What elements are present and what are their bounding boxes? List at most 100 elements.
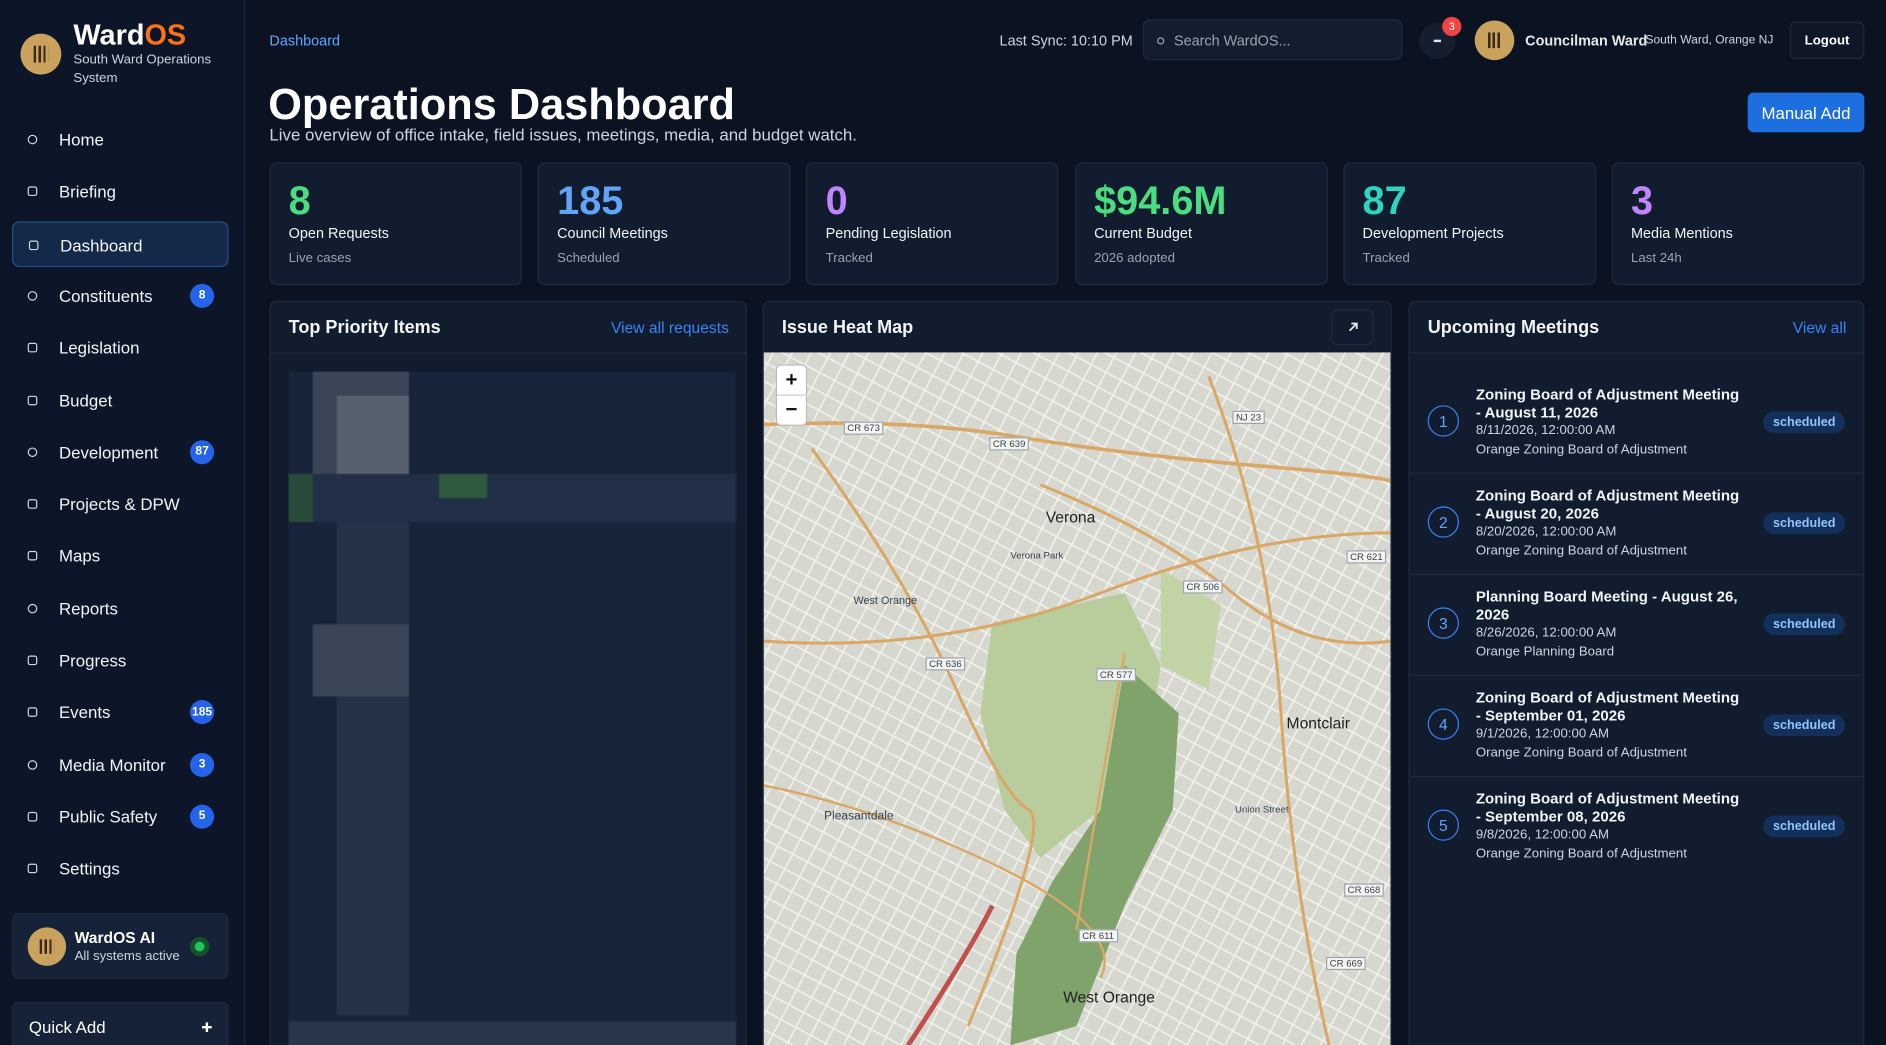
stat-label: Open Requests [288,224,389,242]
zoom-control: + − [775,364,808,426]
nav-item[interactable]: Dashboard [12,220,229,267]
meeting-index: 1 [1427,405,1460,437]
nav-label: Projects & DPW [58,494,180,514]
redaction-block [439,473,488,498]
nav-item[interactable]: Briefing [12,169,229,215]
meeting-item[interactable]: 3 Planning Board Meeting - August 26, 202… [1409,574,1864,676]
map-label: NJ 23 [1232,410,1265,424]
stat-label: Pending Legislation [825,224,952,242]
sidebar: WardOS South Ward Operations System Ward… [0,0,246,1045]
redaction-block [288,1021,737,1045]
nav-badge: 87 [190,439,215,465]
nav-item[interactable]: Settings [12,846,229,892]
meeting-item[interactable]: 2 Zoning Board of Adjustment Meeting - Au… [1409,473,1864,575]
meeting-datetime: 9/8/2026, 12:00:00 AM [1475,827,1610,842]
expand-button[interactable] [1331,309,1374,346]
meeting-item[interactable]: 1 Zoning Board of Adjustment Meeting - Au… [1409,372,1864,474]
panel-link[interactable]: View all requests [610,318,729,337]
nav-label: Development [58,442,159,462]
meeting-body: Orange Planning Board [1475,644,1615,660]
map-label: CR 673 [843,421,884,435]
nav-item[interactable]: Maps [12,533,229,579]
nav-item[interactable]: Legislation [12,325,229,371]
panel-title: Upcoming Meetings [1427,317,1600,338]
nav-badge: 3 [190,752,215,777]
meetings-panel: Upcoming Meetings View all 1 Zoning Board … [1408,300,1865,1045]
panel-link[interactable]: View all [1792,318,1847,337]
map-label: CR 639 [989,437,1030,451]
nav-icon [27,290,38,301]
road [763,784,1106,979]
quick-add[interactable]: Quick Add [12,1001,229,1045]
zoom-in[interactable]: + [777,366,806,396]
nav-item[interactable]: Public Safety 5 [12,794,229,840]
redaction-block [336,395,409,474]
map-label: West Orange [1063,988,1155,1007]
map-tiles [763,352,1391,1045]
notifications[interactable]: 3 [1419,16,1462,59]
map-label: CR 669 [1326,956,1366,971]
brand-subtitle: South Ward Operations System [73,52,212,86]
stat-card: 87 Development Projects Tracked [1343,162,1596,286]
meeting-item[interactable]: 5 Zoning Board of Adjustment Meeting - Se… [1410,776,1863,877]
nav-item[interactable]: Progress [12,637,229,683]
stat-note: Scheduled [557,251,620,266]
redaction-block [312,624,409,697]
notification-badge: 3 [1442,16,1462,37]
logout-button[interactable]: Logout [1789,21,1865,59]
logo [20,33,62,75]
page-title: Operations Dashboard [268,79,736,129]
nav-label: Dashboard [60,235,143,255]
expand-icon [1348,322,1358,332]
meeting-title: Zoning Board of Adjustment Meeting - Aug… [1475,386,1740,421]
meeting-datetime: 8/11/2026, 12:00:00 AM [1475,423,1616,438]
stat-value: $94.6M [1094,178,1227,223]
zoom-out[interactable]: − [785,398,798,421]
nav-item[interactable]: Budget [12,377,229,423]
nav-item[interactable]: Home [12,117,229,163]
breadcrumb[interactable]: Dashboard [269,32,341,50]
redaction-block [288,473,737,523]
page-subtitle: Live overview of office intake, field is… [269,125,857,145]
meeting-title: Planning Board Meeting - August 26, 2026 [1475,588,1738,624]
nav-icon [27,655,38,666]
map[interactable]: Verona Montclair West Orange Pleasantdale Ve… [763,352,1391,1045]
meeting-item[interactable]: 4 Zoning Board of Adjustment Meeting - Se… [1409,675,1864,778]
redaction-block [288,473,313,523]
assistant-panel: WardOS AI All systems active [12,912,229,980]
stat-label: Development Projects [1362,224,1504,242]
road [763,531,1391,645]
nav-icon [27,343,38,353]
nav-item[interactable]: Projects & DPW [12,481,229,527]
manual-add-button[interactable]: Manual Add [1747,92,1865,133]
nav-icon [27,447,38,457]
meeting-body: Orange Zoning Board of Adjustment [1475,745,1687,761]
brand-prefix: Ward [73,19,145,52]
nav-icon [27,707,38,718]
stat-card: 185 Council Meetings Scheduled [537,162,791,286]
map-label: CR 668 [1344,883,1384,897]
search-box[interactable]: Search WardOS... [1142,19,1403,61]
map-label: Verona [1045,508,1096,527]
meeting-status: scheduled [1763,411,1846,434]
nav-item[interactable]: Development 87 [12,429,229,475]
nav-label: Public Safety [58,806,158,827]
map-label: CR 636 [925,657,966,671]
nav-item[interactable]: Constituents 8 [12,273,229,319]
nav-item[interactable]: Events 185 [12,690,229,736]
panel-header: Top Priority Items View all requests [270,302,746,354]
nav-item[interactable]: Reports [12,585,229,631]
stat-label: Current Budget [1094,224,1192,242]
meeting-body: Orange Zoning Board of Adjustment [1475,846,1687,862]
stat-note: Tracked [825,251,873,266]
map-label: CR 577 [1096,668,1137,682]
assistant-avatar [27,927,67,966]
nav-label: Media Monitor [58,754,166,775]
stat-value: 3 [1631,178,1654,223]
status-dot [194,941,205,952]
road [810,447,1036,1027]
panel-header: Issue Heat Map [763,302,1391,354]
nav-label: Legislation [58,338,140,358]
bell-icon [1433,39,1441,43]
nav-item[interactable]: Media Monitor 3 [12,742,229,788]
